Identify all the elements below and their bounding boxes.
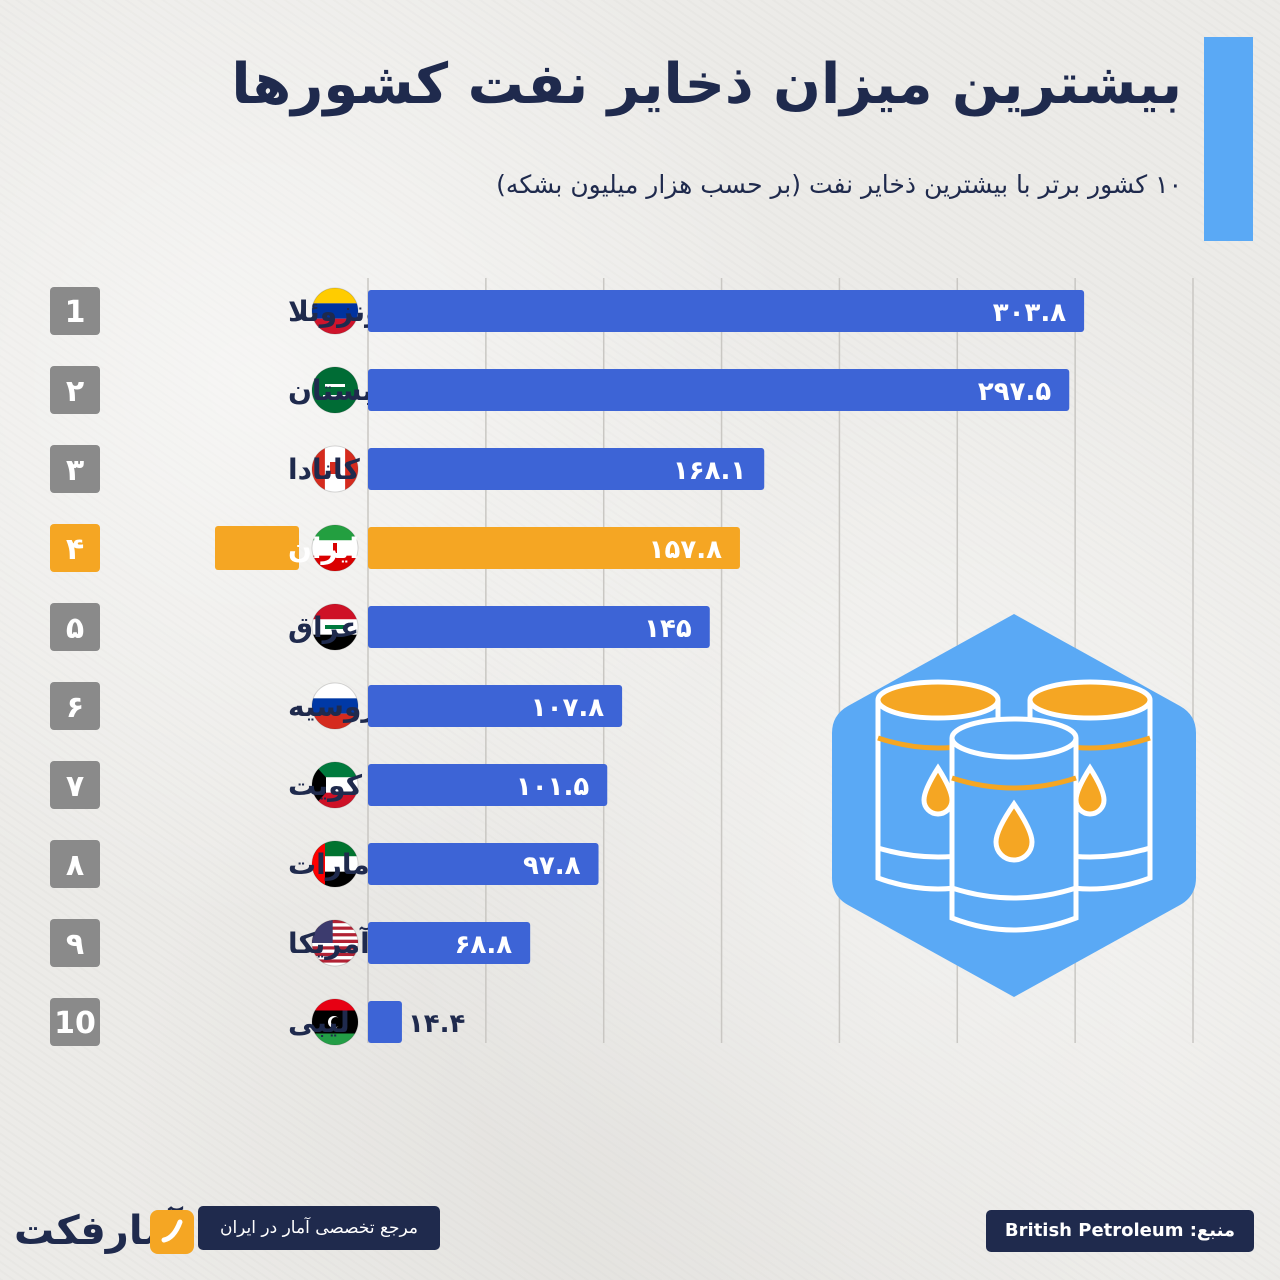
rank-label: ۷	[66, 769, 84, 804]
rank-box	[50, 524, 100, 572]
source-badge: منبع: British Petroleum	[986, 1210, 1254, 1252]
country-label: ونزوئلا	[288, 295, 383, 328]
logo-mark-icon	[150, 1210, 194, 1254]
bar	[368, 448, 765, 490]
rank-box	[50, 761, 100, 809]
rank-box	[50, 682, 100, 730]
rank-box	[50, 366, 100, 414]
bar	[368, 922, 531, 964]
accent-bar	[1204, 37, 1253, 241]
bar-value-label: ۹۷.۸	[523, 851, 581, 881]
rank-label: ۹	[66, 927, 84, 962]
bar	[368, 843, 599, 885]
bar	[368, 685, 623, 727]
bar	[368, 527, 740, 569]
rank-box	[50, 287, 100, 335]
russia-flag	[311, 682, 359, 730]
bar-value-label: ۱۴.۴	[408, 1009, 465, 1039]
rank-label: ۳	[66, 453, 84, 488]
country-label: امارات	[288, 848, 379, 881]
chart-subtitle: ۱۰ کشور برتر با بیشترین ذخایر نفت (بر حس…	[496, 170, 1182, 199]
bar-value-label: ۱۵۷.۸	[649, 535, 722, 565]
bar	[368, 369, 1070, 411]
rank-label: ۸	[66, 848, 84, 883]
country-label: روسیه	[288, 690, 377, 723]
tagline-badge: مرجع تخصصی آمار در ایران	[198, 1206, 440, 1250]
rank-box	[50, 840, 100, 888]
oil-barrels-illustration	[830, 608, 1198, 1003]
iraq-flag	[311, 603, 359, 651]
bar	[368, 764, 608, 806]
rank-label: ۲	[66, 374, 84, 409]
bar-value-label: ۳۰۳.۸	[993, 298, 1066, 328]
bar	[368, 1001, 402, 1043]
rank-box	[50, 998, 100, 1046]
rank-label: ۶	[66, 690, 84, 725]
rank-box	[50, 919, 100, 967]
canada-flag	[311, 445, 359, 493]
chart-title: بیشترین میزان ذخایر نفت کشورها	[231, 52, 1183, 117]
uae-flag	[311, 840, 359, 888]
iran-flag	[311, 524, 359, 572]
kuwait-flag	[311, 761, 359, 809]
saudi-flag	[311, 366, 359, 414]
country-label: عراق	[288, 611, 359, 644]
country-label: آمریکا	[288, 926, 371, 960]
rank-label: ۴	[66, 532, 84, 567]
bar	[368, 606, 710, 648]
country-label: ایران	[288, 532, 359, 565]
country-label: لیبی	[288, 1006, 350, 1039]
bar-value-label: ۲۹۷.۵	[978, 377, 1051, 407]
usa-flag	[311, 919, 359, 967]
libya-flag	[311, 998, 359, 1046]
highlight-label-bg	[215, 526, 299, 570]
oil-barrels-icon	[832, 614, 1196, 997]
bar-value-label: ۶۸.۸	[455, 930, 513, 960]
venezuela-flag	[311, 287, 359, 335]
bar-value-label: ۱۰۱.۵	[516, 772, 589, 802]
bar-value-label: ۱۰۷.۸	[531, 693, 604, 723]
bar-value-label: ۱۶۸.۱	[673, 456, 746, 486]
brand-logo: آمارفکت	[14, 1204, 194, 1256]
rank-label: ۵	[66, 611, 84, 646]
rank-box	[50, 445, 100, 493]
country-label: کانادا	[288, 453, 361, 486]
rank-box	[50, 603, 100, 651]
country-label: کویت	[288, 769, 363, 802]
bar	[368, 290, 1085, 332]
bar-value-label: ۱۴۵	[644, 614, 692, 644]
rank-label: 10	[54, 1006, 96, 1041]
rank-label: 1	[65, 295, 86, 330]
